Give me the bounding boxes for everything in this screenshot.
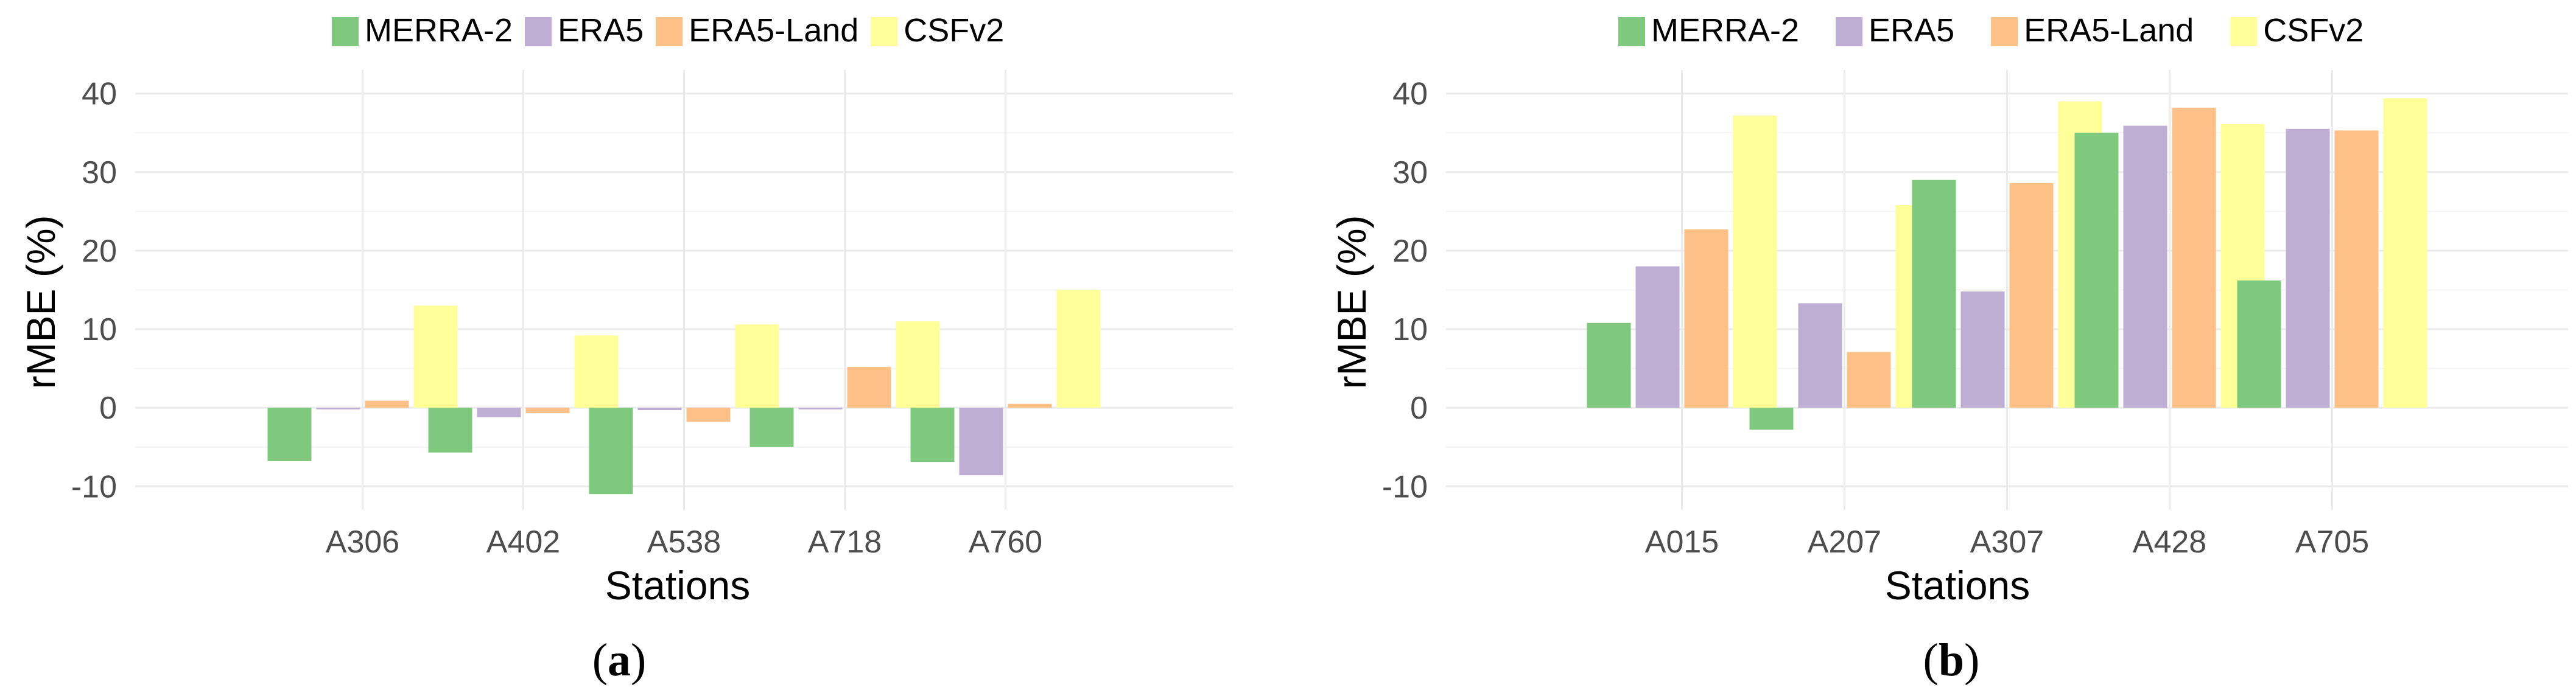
panel-caption: (a) xyxy=(592,635,647,686)
bar-merra-2-a207 xyxy=(1749,408,1794,430)
bar-era5-land-a307 xyxy=(2009,183,2054,408)
bar-era5-a538 xyxy=(637,408,682,411)
bar-csfv2-a705 xyxy=(2383,98,2427,408)
bar-merra-2-a760 xyxy=(910,408,955,462)
legend-swatch xyxy=(871,17,898,46)
legend-label: ERA5-Land xyxy=(2024,12,2194,49)
chart-panel-b: -10 0 10 20 30 40 A015 A207 A307 A428 A705 rMBE (%)… xyxy=(1329,12,2568,686)
legend-swatch xyxy=(1991,17,2018,46)
bar-era5-a207 xyxy=(1798,303,1842,408)
bar-merra-2-a015 xyxy=(1587,322,1631,408)
y-tick-label: 0 xyxy=(99,391,117,426)
legend: MERRA-2 ERA5 ERA5-Land CSFv2 xyxy=(332,12,1004,49)
x-tick-label: A718 xyxy=(808,524,882,560)
y-tick-label: -10 xyxy=(71,469,117,504)
bar-era5-a306 xyxy=(316,408,360,409)
y-tick-label: 10 xyxy=(82,312,117,347)
bar-merra-2-a428 xyxy=(2074,133,2119,408)
y-tick-label: 40 xyxy=(82,77,117,112)
y-tick-label: 10 xyxy=(1392,312,1428,347)
legend-label: CSFv2 xyxy=(904,12,1004,49)
x-tick-label: A538 xyxy=(647,524,721,560)
bar-era5-a015 xyxy=(1635,266,1680,408)
y-axis-title: rMBE (%) xyxy=(1329,215,1374,389)
bar-era5-a705 xyxy=(2286,128,2330,408)
bar-era5-land-a760 xyxy=(1008,403,1052,408)
bar-era5-a307 xyxy=(1960,291,2005,408)
x-axis-title: Stations xyxy=(605,563,750,608)
bar-era5-land-a705 xyxy=(2334,130,2379,408)
legend-swatch xyxy=(1836,17,1863,46)
y-tick-label: 30 xyxy=(1392,155,1428,190)
bar-era5-a760 xyxy=(959,408,1003,476)
bar-era5-land-a207 xyxy=(1847,352,1891,408)
legend: MERRA-2 ERA5 ERA5-Land CSFv2 xyxy=(1618,12,2364,49)
x-tick-label: A306 xyxy=(326,524,399,560)
y-tick-label: 30 xyxy=(82,155,117,190)
panel-caption: (b) xyxy=(1923,635,1980,686)
legend-swatch xyxy=(656,17,683,46)
bar-merra-2-a718 xyxy=(749,408,794,447)
x-tick-label: A402 xyxy=(486,524,560,560)
x-tick-label: A428 xyxy=(2133,524,2206,560)
y-tick-label: 0 xyxy=(1410,391,1428,426)
bar-csfv2-a306 xyxy=(413,305,458,408)
legend-swatch xyxy=(1618,17,1645,46)
x-axis-title: Stations xyxy=(1885,563,2030,608)
x-tick-label: A760 xyxy=(969,524,1042,560)
bar-era5-land-a015 xyxy=(1684,229,1728,408)
bar-csfv2-a015 xyxy=(1733,115,1777,408)
bar-merra-2-a402 xyxy=(428,408,472,453)
bar-era5-land-a718 xyxy=(847,367,891,408)
legend-label: ERA5 xyxy=(558,12,644,49)
legend-swatch xyxy=(525,17,552,46)
bar-merra-2-a705 xyxy=(2237,280,2281,408)
bar-era5-land-a428 xyxy=(2172,107,2216,408)
chart-panel-a: -10 0 10 20 30 40 A306 A402 A538 A718 A760 rMBE (%)… xyxy=(18,12,1233,686)
bar-merra-2-a307 xyxy=(1912,179,1956,408)
y-axis-title: rMBE (%) xyxy=(18,215,63,389)
x-tick-label: A015 xyxy=(1645,524,1719,560)
y-tick-label: -10 xyxy=(1382,469,1428,504)
bar-csfv2-a718 xyxy=(896,321,940,408)
legend-label: MERRA-2 xyxy=(365,12,513,49)
legend-label: ERA5 xyxy=(1869,12,1954,49)
bar-merra-2-a538 xyxy=(589,408,633,495)
bar-era5-a428 xyxy=(2123,125,2167,408)
bar-csfv2-a402 xyxy=(574,335,619,408)
y-tick-label: 20 xyxy=(82,234,117,269)
y-tick-label: 40 xyxy=(1392,77,1428,112)
bar-era5-a402 xyxy=(477,408,521,417)
legend-label: ERA5-Land xyxy=(689,12,858,49)
y-tick-label: 20 xyxy=(1392,234,1428,269)
legend-swatch xyxy=(332,17,359,46)
legend-label: CSFv2 xyxy=(2263,12,2364,49)
bar-era5-land-a402 xyxy=(525,408,570,414)
legend-swatch xyxy=(2230,17,2258,46)
bar-csfv2-a538 xyxy=(735,324,779,408)
x-tick-label: A207 xyxy=(1808,524,1881,560)
legend-label: MERRA-2 xyxy=(1651,12,1799,49)
x-tick-label: A307 xyxy=(1970,524,2044,560)
bar-csfv2-a760 xyxy=(1056,290,1101,408)
bar-era5-land-a306 xyxy=(365,400,409,408)
bar-merra-2-a306 xyxy=(267,408,312,461)
bar-era5-land-a538 xyxy=(686,408,731,422)
x-tick-label: A705 xyxy=(2295,524,2369,560)
bar-era5-a718 xyxy=(798,408,843,409)
